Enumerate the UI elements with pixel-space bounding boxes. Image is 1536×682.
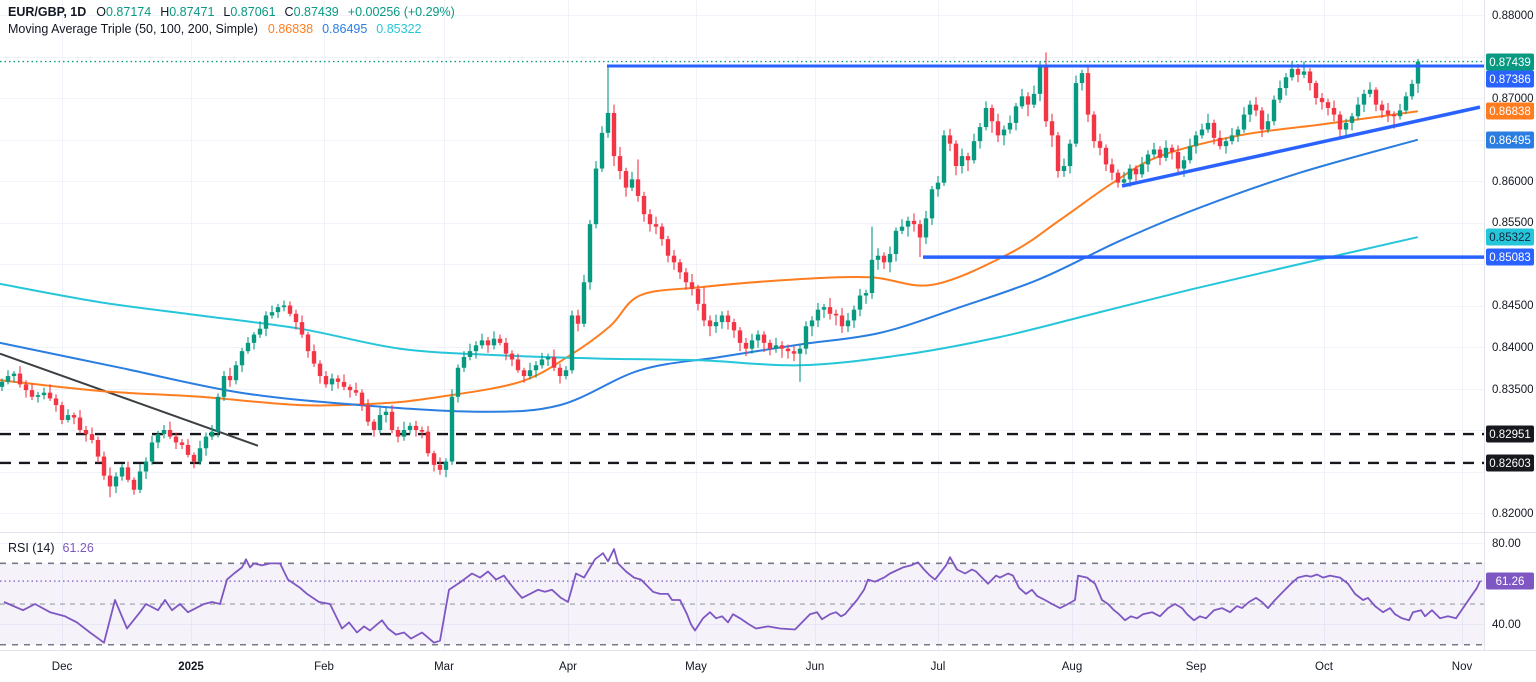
svg-text:0.82603: 0.82603	[1489, 458, 1531, 470]
time-axis-label-Oct: Oct	[1315, 661, 1334, 673]
svg-text:0.85322: 0.85322	[1489, 232, 1531, 244]
time-axis-label-May: May	[685, 661, 707, 673]
price-badge-last: 0.87439	[1486, 53, 1534, 71]
ma50-value: 0.86838	[267, 22, 314, 36]
chart-legend: EUR/GBP, 1D O0.87174 H0.87471 L0.87061 C0.87…	[8, 4, 455, 38]
price-axis-label: 0.87000	[1492, 93, 1534, 105]
pane-separators	[0, 0, 1536, 651]
svg-text:0.86838: 0.86838	[1489, 106, 1531, 118]
ascending-trendline[interactable]	[1121, 105, 1481, 188]
svg-text:0.86495: 0.86495	[1489, 135, 1531, 147]
svg-text:0.87439: 0.87439	[1489, 57, 1531, 69]
price-badge-support: 0.85083	[1486, 248, 1534, 266]
time-axis-label-Sep: Sep	[1186, 661, 1206, 673]
candlesticks	[0, 52, 1421, 498]
rsi-indicator-title[interactable]: RSI (14)	[8, 541, 55, 555]
svg-text:0.82951: 0.82951	[1489, 429, 1531, 441]
price-axis-label: 0.83500	[1492, 384, 1534, 396]
time-axis[interactable]: Dec 2025 Feb Mar Apr May Jun Jul Aug Sep Oct Nov	[52, 661, 1473, 673]
time-axis-label-Apr: Apr	[559, 661, 577, 673]
price-badge-sma100: 0.86495	[1486, 131, 1534, 149]
price-badge-level-2: 0.82603	[1486, 454, 1534, 472]
ma100-value: 0.86495	[322, 22, 368, 36]
close-readout: C0.87439	[284, 5, 339, 19]
price-axis-label: 0.84000	[1492, 342, 1534, 354]
sma-100-line[interactable]	[0, 138, 1418, 413]
time-axis-label-Aug: Aug	[1062, 661, 1082, 673]
price-axis-label: 40.00	[1492, 619, 1521, 631]
time-axis-label-Dec: Dec	[52, 661, 73, 673]
high-readout: H0.87471	[160, 5, 215, 19]
descending-trendline[interactable]	[0, 352, 259, 447]
price-badge-sma50: 0.86838	[1486, 102, 1534, 120]
price-axis-label: 0.82000	[1492, 508, 1534, 520]
low-readout: L0.87061	[223, 5, 276, 19]
price-badge-resistance: 0.87386	[1486, 70, 1534, 88]
svg-text:0.85083: 0.85083	[1489, 252, 1531, 264]
rsi-badge-value: 61.26	[1486, 572, 1534, 590]
price-axis-label: 0.86000	[1492, 176, 1534, 188]
time-axis-label-Jul: Jul	[931, 661, 946, 673]
rsi-value: 61.26	[62, 541, 94, 555]
rsi-line[interactable]	[3, 548, 1481, 644]
svg-text:61.26: 61.26	[1496, 576, 1525, 588]
price-axis-label: 80.00	[1492, 538, 1521, 550]
price-axis-label: 0.84500	[1492, 300, 1534, 312]
symbol-title[interactable]: EUR/GBP, 1D	[8, 5, 87, 19]
time-axis-label-Feb: Feb	[314, 661, 334, 673]
time-axis-label-Mar: Mar	[434, 661, 454, 673]
time-axis-label-Nov: Nov	[1452, 661, 1473, 673]
symbol-ohlc-row: EUR/GBP, 1D O0.87174 H0.87471 L0.87061 C0.87…	[8, 4, 455, 21]
price-badge-sma200: 0.85322	[1486, 228, 1534, 246]
change-readout: +0.00256 (+0.29%)	[347, 5, 455, 19]
open-readout: O0.87174	[96, 5, 152, 19]
sma-50-line[interactable]	[0, 110, 1418, 407]
time-axis-label-2025: 2025	[178, 661, 204, 673]
ma-indicator-row: Moving Average Triple (50, 100, 200, Sim…	[8, 21, 455, 38]
price-axis-label: 0.85500	[1492, 217, 1534, 229]
rsi-band	[0, 562, 1484, 646]
sma-200-line[interactable]	[0, 236, 1418, 367]
ma200-value: 0.85322	[376, 22, 422, 36]
grid-lines	[0, 0, 1484, 650]
rsi-indicator-row: RSI (14) 61.26	[8, 541, 94, 555]
ma-indicator-title[interactable]: Moving Average Triple (50, 100, 200, Sim…	[8, 22, 258, 36]
price-axis-label: 0.88000	[1492, 10, 1534, 22]
price-badge-level-1: 0.82951	[1486, 425, 1534, 443]
svg-text:0.87386: 0.87386	[1489, 74, 1531, 86]
price-axis[interactable]: 0.88000 0.87000 0.86000 0.85500 0.84500 0.840…	[1486, 10, 1534, 631]
time-axis-label-Jun: Jun	[806, 661, 825, 673]
